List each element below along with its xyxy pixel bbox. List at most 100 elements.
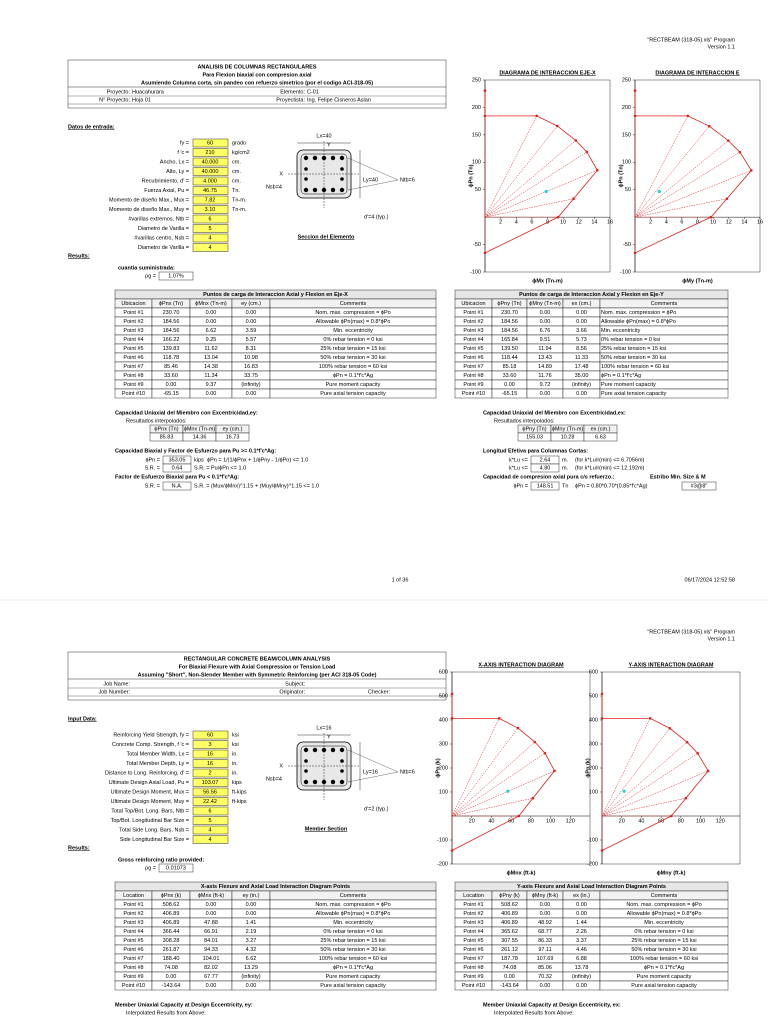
row-unit: Tn (562, 483, 568, 489)
table-cell-text: 0.00 (206, 983, 217, 989)
program-name: "RECTBEAM (318-05).xls" Program (647, 37, 735, 43)
table-cell-text: 365.62 (501, 929, 518, 935)
y-tick-label: -100 (620, 269, 631, 275)
input-value: 4.000 (203, 178, 217, 184)
table-cell-text: Point #6 (123, 355, 143, 361)
table-cell-text: 13.78 (575, 965, 589, 971)
rebar (339, 747, 345, 753)
x-tick-label: 20 (469, 818, 475, 824)
curve-point (600, 717, 604, 720)
block-heading: Capacidad Biaxial y Factor de Esfuerzo p… (115, 448, 276, 454)
table-cell-text: 4.32 (246, 947, 257, 953)
rebar (303, 747, 309, 753)
y-tick-label: 100 (439, 789, 448, 795)
x-tick-label: 8 (696, 220, 699, 226)
table-cell-text: 13.29 (244, 965, 258, 971)
curve-point (533, 740, 537, 744)
input-unit: in. (232, 761, 238, 767)
x-axis-label: ϕMy (Tn-m) (682, 278, 713, 284)
table-cell-text: 11.33 (575, 355, 588, 361)
radial-line (601, 728, 670, 817)
table-cell-text: 9.37 (206, 382, 217, 388)
table-cell-text: Min. eccentricity (333, 920, 373, 926)
x-tick-label: 16 (607, 220, 613, 226)
input-unit: ft-kips (232, 799, 247, 805)
row-unit: m. (562, 465, 569, 471)
x-tick-label: 40 (488, 818, 494, 824)
column-header: ϕPny (k) (499, 893, 520, 899)
table-cell (599, 980, 729, 991)
y-tick-label: 200 (472, 105, 481, 111)
row-label: S.R. = (145, 483, 160, 489)
subtitle: For Biaxial Flexure with Axial Compressi… (179, 664, 336, 670)
assumption: Asumiendo Columna corta, sin pandeo con … (141, 80, 373, 86)
input-label: Fuerza Axial, Pu = (144, 188, 189, 194)
table-cell-text: 307.55 (501, 938, 518, 944)
rebar (304, 177, 308, 181)
input-value: 4 (208, 837, 211, 843)
table-cell (583, 432, 618, 442)
curve-point (706, 769, 710, 773)
input-label: Total Top/Bot. Long. Bars, Ntb = (111, 808, 189, 814)
table-cell-text: 508.62 (163, 902, 180, 908)
input-box (192, 138, 229, 148)
input-box (192, 730, 229, 740)
leader (347, 157, 399, 181)
rebar (304, 167, 308, 171)
input-label: #varillas centro, Nsb = (134, 235, 189, 241)
section-heading: Input Data: (68, 716, 97, 722)
table-cell-text: Point #3 (463, 328, 483, 334)
column-header: ϕPnx (Tn) (159, 301, 183, 307)
table-cell-text: 14.38 (204, 364, 218, 370)
y-tick-label: 500 (589, 693, 598, 699)
curve-point (596, 168, 599, 172)
table-cell-text: Point #10 (122, 983, 145, 989)
table-cell-text: Pure moment capacity (637, 974, 692, 980)
input-unit: Tn-m. (232, 207, 247, 213)
input-unit: ksi (232, 742, 239, 748)
input-box (192, 167, 229, 176)
section-heading: Results: (68, 845, 90, 851)
table-cell-text: 13.04 (204, 355, 218, 361)
table-cell-text: 104.01 (203, 956, 220, 962)
rebar (339, 779, 345, 785)
table-cell-text: ϕPn = 0.1*f'c*Ag (644, 965, 684, 971)
y-tick-label: 100 (622, 160, 631, 166)
table-cell-text: 0.00 (246, 319, 257, 325)
axis-label: X (279, 763, 283, 769)
design-point (657, 189, 661, 194)
table-cell-text: 50% rebar tension = 30 ksi (631, 947, 696, 953)
column-header: Location (463, 893, 484, 899)
table-cell-text: Point #7 (463, 364, 483, 370)
table-cell-text: Allowable ϕPn(max) = 0.8*ϕPo (601, 319, 676, 325)
column-header: ey (in.) (243, 893, 260, 899)
table-cell-text: 0.00 (166, 382, 177, 388)
y-tick-label: 250 (472, 77, 481, 83)
leader (347, 771, 399, 783)
input-box (192, 816, 229, 825)
input-box (192, 825, 229, 835)
radial-line (451, 752, 546, 817)
curve-point (633, 89, 637, 92)
table-cell-text: 6.76 (540, 328, 551, 334)
table-cell-text: Pure axial tension capacity (320, 983, 386, 989)
curve-point (543, 751, 547, 755)
table-cell-text: 6.88 (576, 956, 587, 962)
table-cell-text: 6.62 (206, 328, 217, 334)
x-tick-label: 10 (560, 220, 566, 226)
curve-point (709, 215, 713, 219)
table-cell-text: Pure axial tension capacity (320, 391, 386, 397)
table-cell-text: 97.11 (538, 947, 551, 953)
curve-point (497, 717, 501, 720)
table-cell-text: 8.56 (576, 346, 587, 352)
rebar (303, 187, 309, 193)
table-cell-text: 508.62 (501, 902, 518, 908)
column-header: ey (cm.) (241, 301, 261, 307)
table-cell-text: Allowable ϕPn(max) = 0.8*ϕPo (316, 319, 391, 325)
input-box (192, 186, 229, 195)
y-tick-label: -100 (470, 269, 481, 275)
input-label: f 'c = (177, 150, 189, 156)
table-cell-text: 100% rebar tension = 60 ksi (630, 956, 698, 962)
y-tick-label: 150 (622, 132, 631, 138)
table-cell-text: 2.19 (246, 929, 257, 935)
